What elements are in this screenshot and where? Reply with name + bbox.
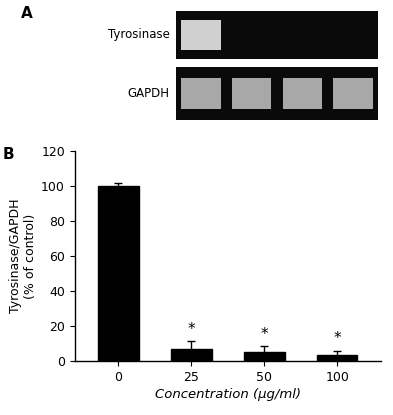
Text: *: * [261,327,268,342]
Bar [318,355,358,361]
Bar [244,352,285,361]
FancyBboxPatch shape [283,78,322,110]
Text: *: * [334,331,341,346]
FancyBboxPatch shape [333,78,373,110]
Bar [98,186,139,361]
FancyBboxPatch shape [232,78,272,110]
FancyBboxPatch shape [176,67,378,120]
Text: *: * [187,322,195,337]
Text: A: A [21,6,33,21]
Text: B: B [3,147,14,162]
Bar [171,349,211,361]
Y-axis label: Tyrosinase/GAPDH
(% of control): Tyrosinase/GAPDH (% of control) [9,199,37,313]
FancyBboxPatch shape [182,20,221,50]
Text: Tyrosinase: Tyrosinase [108,29,170,42]
FancyBboxPatch shape [176,10,378,59]
Text: GAPDH: GAPDH [128,87,170,100]
FancyBboxPatch shape [182,78,221,110]
X-axis label: Concentration (μg/ml): Concentration (μg/ml) [155,388,301,401]
